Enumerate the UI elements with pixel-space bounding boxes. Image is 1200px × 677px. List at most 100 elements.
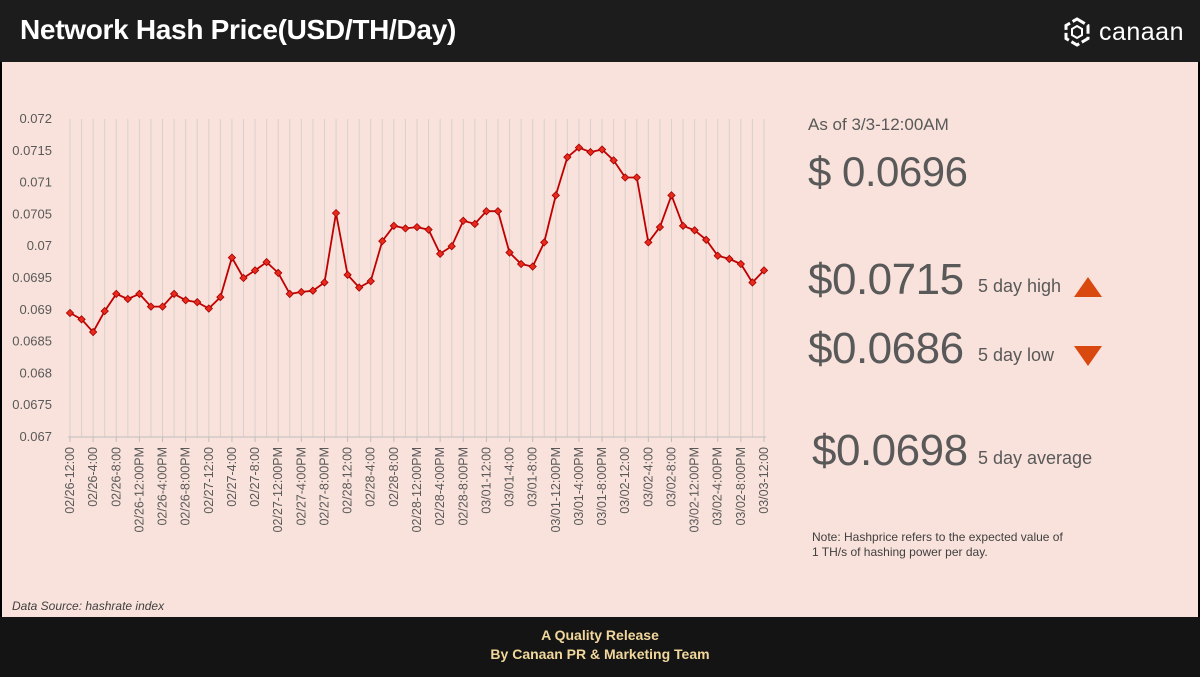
data-point [759, 266, 769, 275]
five-day-low-value: $0.0686 [808, 324, 964, 373]
data-point [65, 308, 75, 318]
x-tick-label: 03/02-8:00 [664, 447, 678, 507]
x-tick-label: 03/01-12:00PM [549, 447, 563, 532]
data-point [528, 262, 537, 271]
data-point [112, 289, 121, 299]
x-tick-label: 02/28-12:00PM [410, 447, 424, 532]
data-point [123, 294, 132, 304]
data-point [505, 248, 514, 257]
data-point [725, 254, 734, 264]
triangle-up-icon [1074, 277, 1102, 297]
data-point [262, 257, 271, 267]
x-tick-label: 02/27-8:00PM [317, 447, 331, 526]
data-point [621, 173, 630, 182]
data-point [459, 216, 468, 225]
y-tick-label: 0.0685 [12, 334, 52, 349]
data-point [158, 302, 167, 311]
data-point [470, 219, 479, 229]
brand-logo: canaan [1063, 16, 1184, 48]
data-point [609, 156, 618, 165]
data-point [378, 236, 387, 246]
data-point [135, 289, 144, 299]
x-tick-label: 02/27-12:00PM [271, 447, 285, 532]
y-tick-label: 0.07 [27, 238, 52, 253]
x-tick-label: 03/01-8:00 [526, 447, 540, 507]
y-tick-label: 0.072 [19, 111, 52, 126]
content-panel: 0.067 0.0675 0.068 0.0685 0.069 0.0695 0.07 0.0… [2, 62, 1198, 617]
x-tick-label: 02/28-8:00PM [456, 447, 470, 526]
x-tick-label: 02/27-8:00 [248, 447, 262, 507]
data-point [574, 143, 584, 152]
data-point [389, 221, 399, 231]
x-tick-label: 02/26-4:00PM [156, 447, 170, 526]
data-point [193, 298, 202, 307]
x-tick-label: 03/02-12:00 [618, 447, 632, 514]
data-point [412, 222, 422, 232]
data-point [100, 306, 109, 316]
x-tick-label: 03/01-8:00PM [595, 447, 609, 526]
data-point [274, 268, 283, 278]
header-bar: Network Hash Price(USD/TH/Day) canaan [0, 0, 1200, 62]
data-point [297, 287, 306, 297]
data-point [493, 207, 503, 216]
data-point [308, 286, 318, 295]
x-tick-label: 03/01-12:00 [479, 447, 493, 514]
data-point [540, 238, 549, 247]
data-point [713, 251, 722, 260]
canaan-logo-icon [1064, 17, 1090, 47]
data-point [748, 278, 757, 287]
data-point [250, 266, 260, 275]
data-point [655, 222, 665, 232]
x-tick-label: 02/28-12:00 [341, 447, 355, 514]
data-point [551, 191, 560, 200]
y-tick-label: 0.0705 [12, 206, 52, 221]
data-point [667, 191, 676, 200]
data-point [702, 235, 711, 245]
data-point [632, 173, 641, 182]
data-source: Data Source: hashrate index [12, 599, 165, 613]
five-day-high-label: 5 day high [978, 276, 1062, 296]
data-point [401, 224, 410, 233]
x-tick-label: 02/26-4:00 [86, 447, 100, 507]
y-tick-label: 0.0695 [12, 270, 52, 285]
data-point [516, 259, 526, 269]
y-tick-label: 0.071 [19, 175, 52, 190]
x-tick-label: 03/02-4:00 [641, 447, 655, 507]
data-point [736, 259, 746, 269]
five-day-high-value: $0.0715 [808, 255, 964, 304]
data-point [320, 278, 329, 287]
footer-bar: A Quality Release By Canaan PR & Marketi… [0, 617, 1200, 677]
data-point [482, 207, 491, 216]
x-tick-label: 02/26-8:00PM [179, 447, 193, 526]
footer-line-2: By Canaan PR & Marketing Team [490, 646, 710, 662]
data-point [355, 283, 364, 292]
x-tick-label: 03/02-8:00PM [734, 447, 748, 526]
y-tick-label: 0.0675 [12, 397, 52, 412]
data-point [216, 292, 225, 302]
five-day-average-label: 5 day average [978, 448, 1093, 468]
data-point [181, 296, 190, 305]
page-title: Network Hash Price(USD/TH/Day) [20, 14, 457, 45]
data-point [204, 304, 213, 313]
footer-line-1: A Quality Release [541, 627, 659, 643]
data-point [366, 277, 375, 286]
x-tick-label: 02/26-12:00PM [132, 447, 146, 532]
hash-price-chart: 0.067 0.0675 0.068 0.0685 0.069 0.0695 0.07 0.0… [12, 111, 771, 532]
data-point [563, 152, 572, 162]
x-tick-label: 02/28-4:00 [364, 447, 378, 507]
x-tick-label: 03/02-4:00PM [711, 447, 725, 526]
y-tick-label: 0.067 [19, 429, 52, 444]
x-tick-label: 02/27-12:00 [202, 447, 216, 514]
data-point [88, 327, 98, 337]
data-point [586, 147, 595, 157]
data-point [597, 145, 607, 154]
data-point [644, 238, 653, 247]
five-day-low-label: 5 day low [978, 345, 1055, 365]
x-tick-label: 02/26-12:00 [63, 447, 77, 514]
as-of-label: As of 3/3-12:00AM [808, 115, 949, 134]
data-point [146, 302, 156, 311]
x-tick-label: 02/27-4:00PM [294, 447, 308, 526]
x-tick-label: 02/28-4:00PM [433, 447, 447, 526]
data-point [447, 242, 456, 251]
